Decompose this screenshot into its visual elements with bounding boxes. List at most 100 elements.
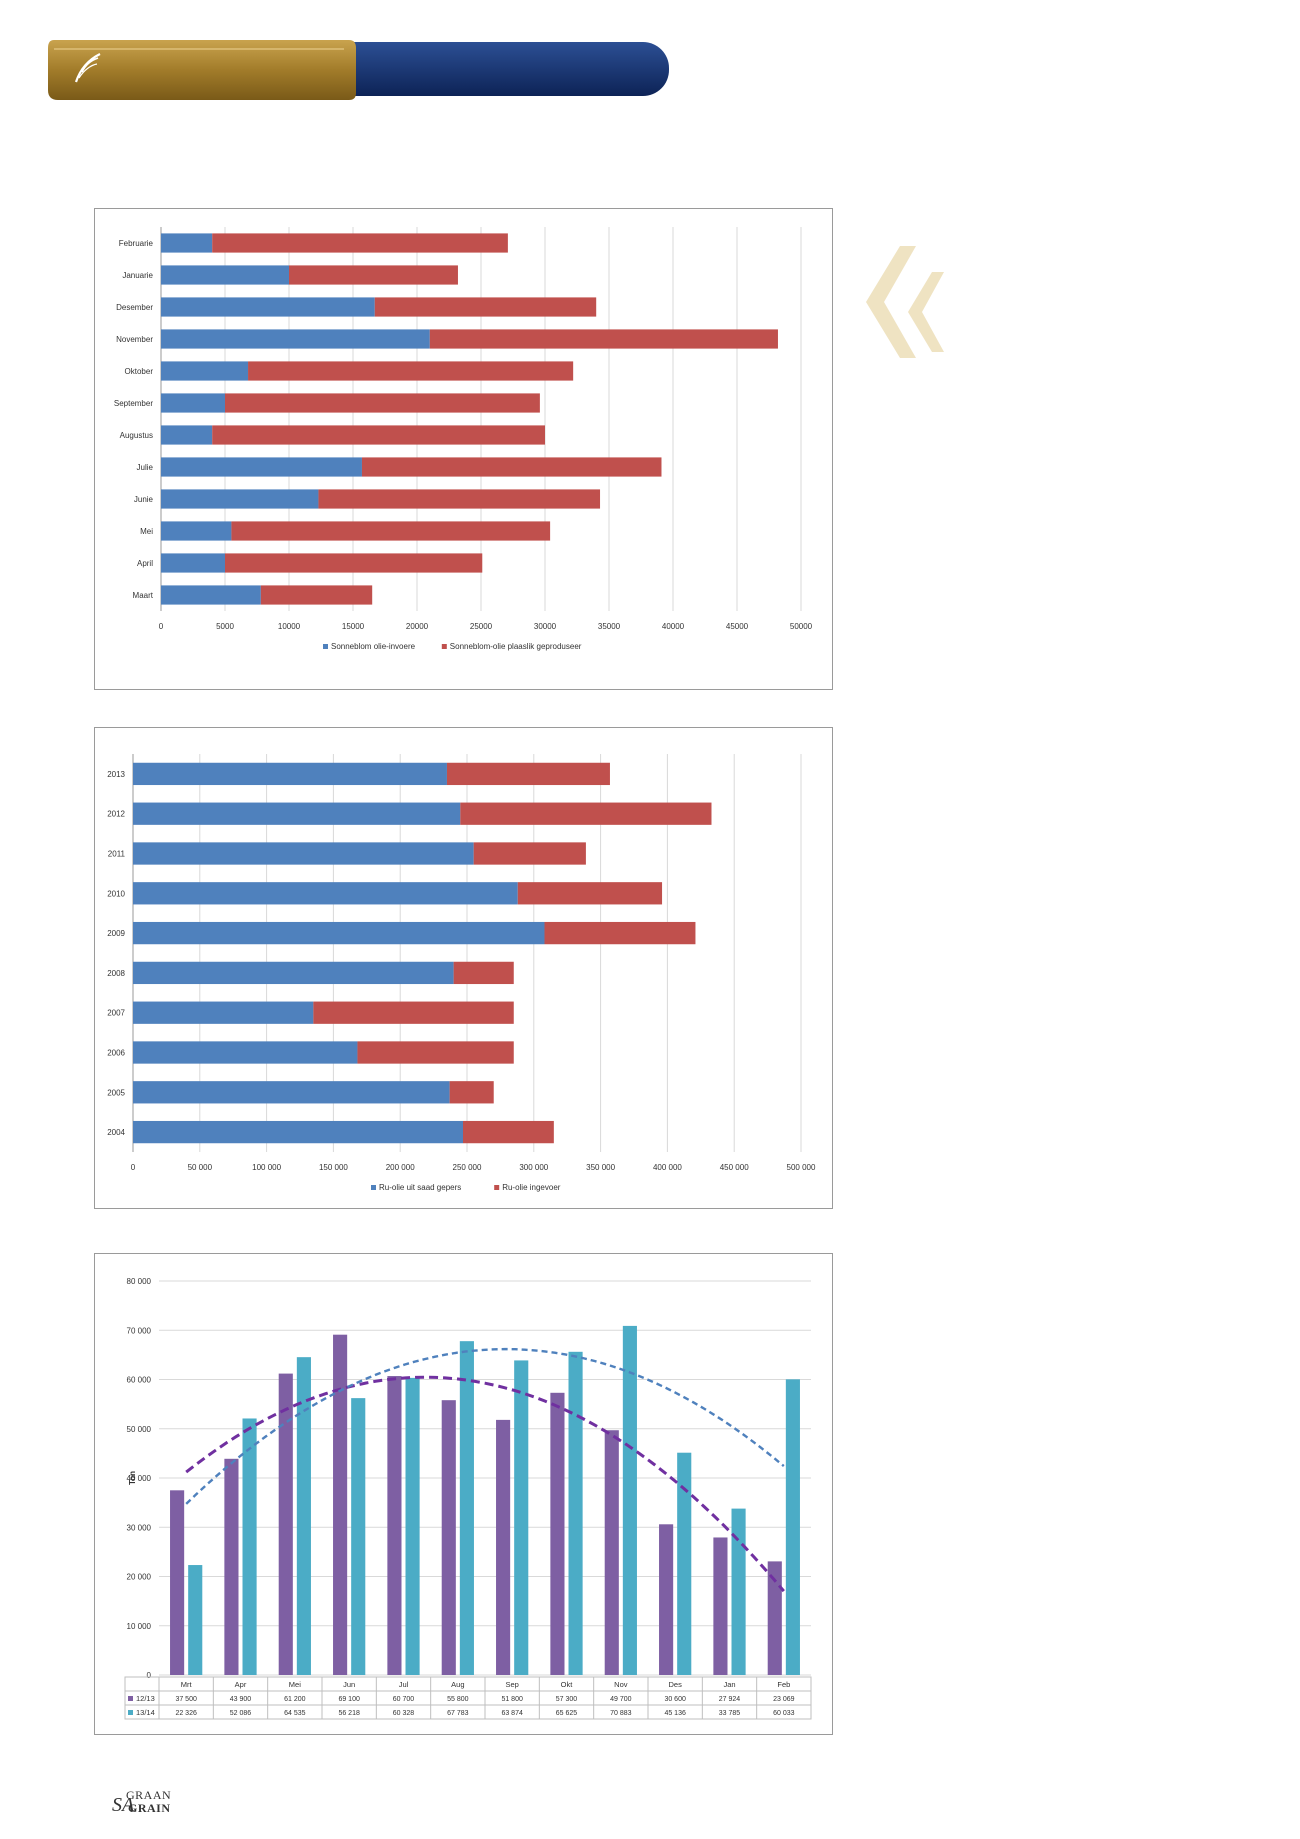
data-label: 33 785 — [719, 1710, 741, 1717]
data-label: 60 328 — [393, 1710, 415, 1717]
x-tick-label: 500 000 — [787, 1163, 816, 1172]
bar-segment — [289, 265, 458, 285]
bar — [568, 1351, 583, 1675]
y-tick-label: Desember — [116, 303, 153, 312]
chart-crude-oil-yearly: 0 50 000 100 000 150 000 200 000 250 000 300 0… — [94, 727, 833, 1209]
data-label: 60 033 — [773, 1710, 795, 1717]
bar-segment — [318, 489, 601, 509]
bar-segment — [453, 961, 514, 985]
y-tick-label: Augustus — [120, 431, 153, 440]
bar — [441, 1400, 456, 1675]
bar — [405, 1377, 420, 1675]
bar — [351, 1398, 366, 1675]
x-tick-label: 5000 — [216, 622, 234, 631]
banner-gold-tab — [48, 40, 356, 100]
x-tick-label: 25000 — [470, 622, 493, 631]
data-label: 52 086 — [230, 1710, 252, 1717]
y-tick-label: April — [137, 559, 153, 568]
legend-swatch — [128, 1710, 133, 1715]
bar-segment — [361, 457, 662, 477]
bar-segment — [161, 425, 213, 445]
data-label: 60 700 — [393, 1696, 415, 1703]
bar — [604, 1430, 619, 1675]
bar-segment — [544, 921, 696, 945]
x-tick-label: Aug — [451, 1680, 464, 1689]
x-tick-label: 0 — [131, 1163, 136, 1172]
bar-segment — [161, 553, 225, 573]
header-banner — [48, 40, 669, 100]
y-axis-label: Ton — [128, 1471, 137, 1485]
y-tick-label: 30 000 — [127, 1523, 152, 1532]
x-tick-label: 30000 — [534, 622, 557, 631]
data-label: 51 800 — [501, 1696, 523, 1703]
y-tick-label: Mei — [140, 527, 153, 536]
bar-segment — [133, 1120, 463, 1144]
quote-mark-icon — [866, 246, 944, 358]
y-tick-label: 0 — [147, 1671, 152, 1680]
data-label: 64 535 — [284, 1710, 306, 1717]
bar — [278, 1373, 293, 1675]
bar — [767, 1561, 782, 1675]
y-tick-label: Junie — [134, 495, 154, 504]
y-tick-label: 2012 — [107, 810, 125, 819]
x-tick-label: 40000 — [662, 622, 685, 631]
x-tick-label: Mrt — [181, 1680, 193, 1689]
bar-segment — [212, 233, 508, 253]
bar-segment — [517, 882, 663, 905]
bar — [188, 1565, 203, 1675]
y-tick-label: Januarie — [122, 271, 153, 280]
bar-segment — [133, 961, 454, 985]
bar-segment — [133, 882, 518, 905]
x-tick-label: 10000 — [278, 622, 301, 631]
bar-segment — [374, 297, 597, 317]
x-tick-label: Des — [668, 1680, 682, 1689]
bar — [622, 1325, 637, 1675]
x-tick-label: 35000 — [598, 622, 621, 631]
data-label: 37 500 — [175, 1696, 197, 1703]
x-tick-label: 350 000 — [586, 1163, 615, 1172]
x-tick-label: 100 000 — [252, 1163, 281, 1172]
bar — [785, 1379, 800, 1675]
x-tick-label: Feb — [777, 1680, 790, 1689]
bar-segment — [161, 329, 430, 349]
bar-segment — [161, 585, 261, 605]
y-tick-label: 80 000 — [127, 1277, 152, 1286]
legend-entry: Ru-olie uit saad gepers — [379, 1183, 461, 1192]
data-label: 56 218 — [338, 1710, 360, 1717]
bar — [170, 1490, 185, 1675]
bar-segment — [446, 762, 610, 786]
bar — [550, 1392, 565, 1675]
legend-entry: 12/13 — [136, 1694, 155, 1703]
x-tick-label: 450 000 — [720, 1163, 749, 1172]
footer-logo-top: GRAAN — [126, 1788, 172, 1802]
y-tick-label: Oktober — [125, 367, 154, 376]
bar-segment — [357, 1041, 514, 1064]
bar-segment — [161, 361, 249, 381]
data-label: 27 924 — [719, 1696, 741, 1703]
data-label: 69 100 — [338, 1696, 360, 1703]
data-label: 70 883 — [610, 1710, 632, 1717]
data-label: 30 600 — [664, 1696, 686, 1703]
chart-3-svg: 0 10 000 20 000 30 000 40 000 50 000 60 000 70 … — [124, 1277, 812, 1720]
x-tick-label: Nov — [614, 1680, 628, 1689]
bar-segment — [133, 1041, 358, 1064]
x-tick-label: 15000 — [342, 622, 365, 631]
y-tick-label: 60 000 — [127, 1376, 152, 1385]
bar-segment — [212, 425, 545, 445]
bar-segment — [161, 521, 232, 541]
bar-segment — [133, 802, 461, 825]
x-tick-label: Mei — [289, 1680, 301, 1689]
data-label: 65 625 — [556, 1710, 578, 1717]
bar-segment — [133, 1081, 450, 1104]
x-tick-label: 250 000 — [453, 1163, 482, 1172]
x-tick-label: 20000 — [406, 622, 429, 631]
x-tick-label: Jul — [399, 1680, 409, 1689]
legend-swatch — [128, 1696, 133, 1701]
bar-segment — [133, 762, 447, 786]
y-tick-label: Maart — [133, 591, 154, 600]
x-tick-label: Okt — [561, 1680, 574, 1689]
x-tick-label: 50000 — [790, 622, 813, 631]
chart-sunflower-oil-monthly: 0 5000 10000 15000 20000 25000 30000 35000 40000… — [94, 208, 833, 690]
legend-swatch — [494, 1185, 500, 1190]
bar-segment — [473, 842, 586, 865]
